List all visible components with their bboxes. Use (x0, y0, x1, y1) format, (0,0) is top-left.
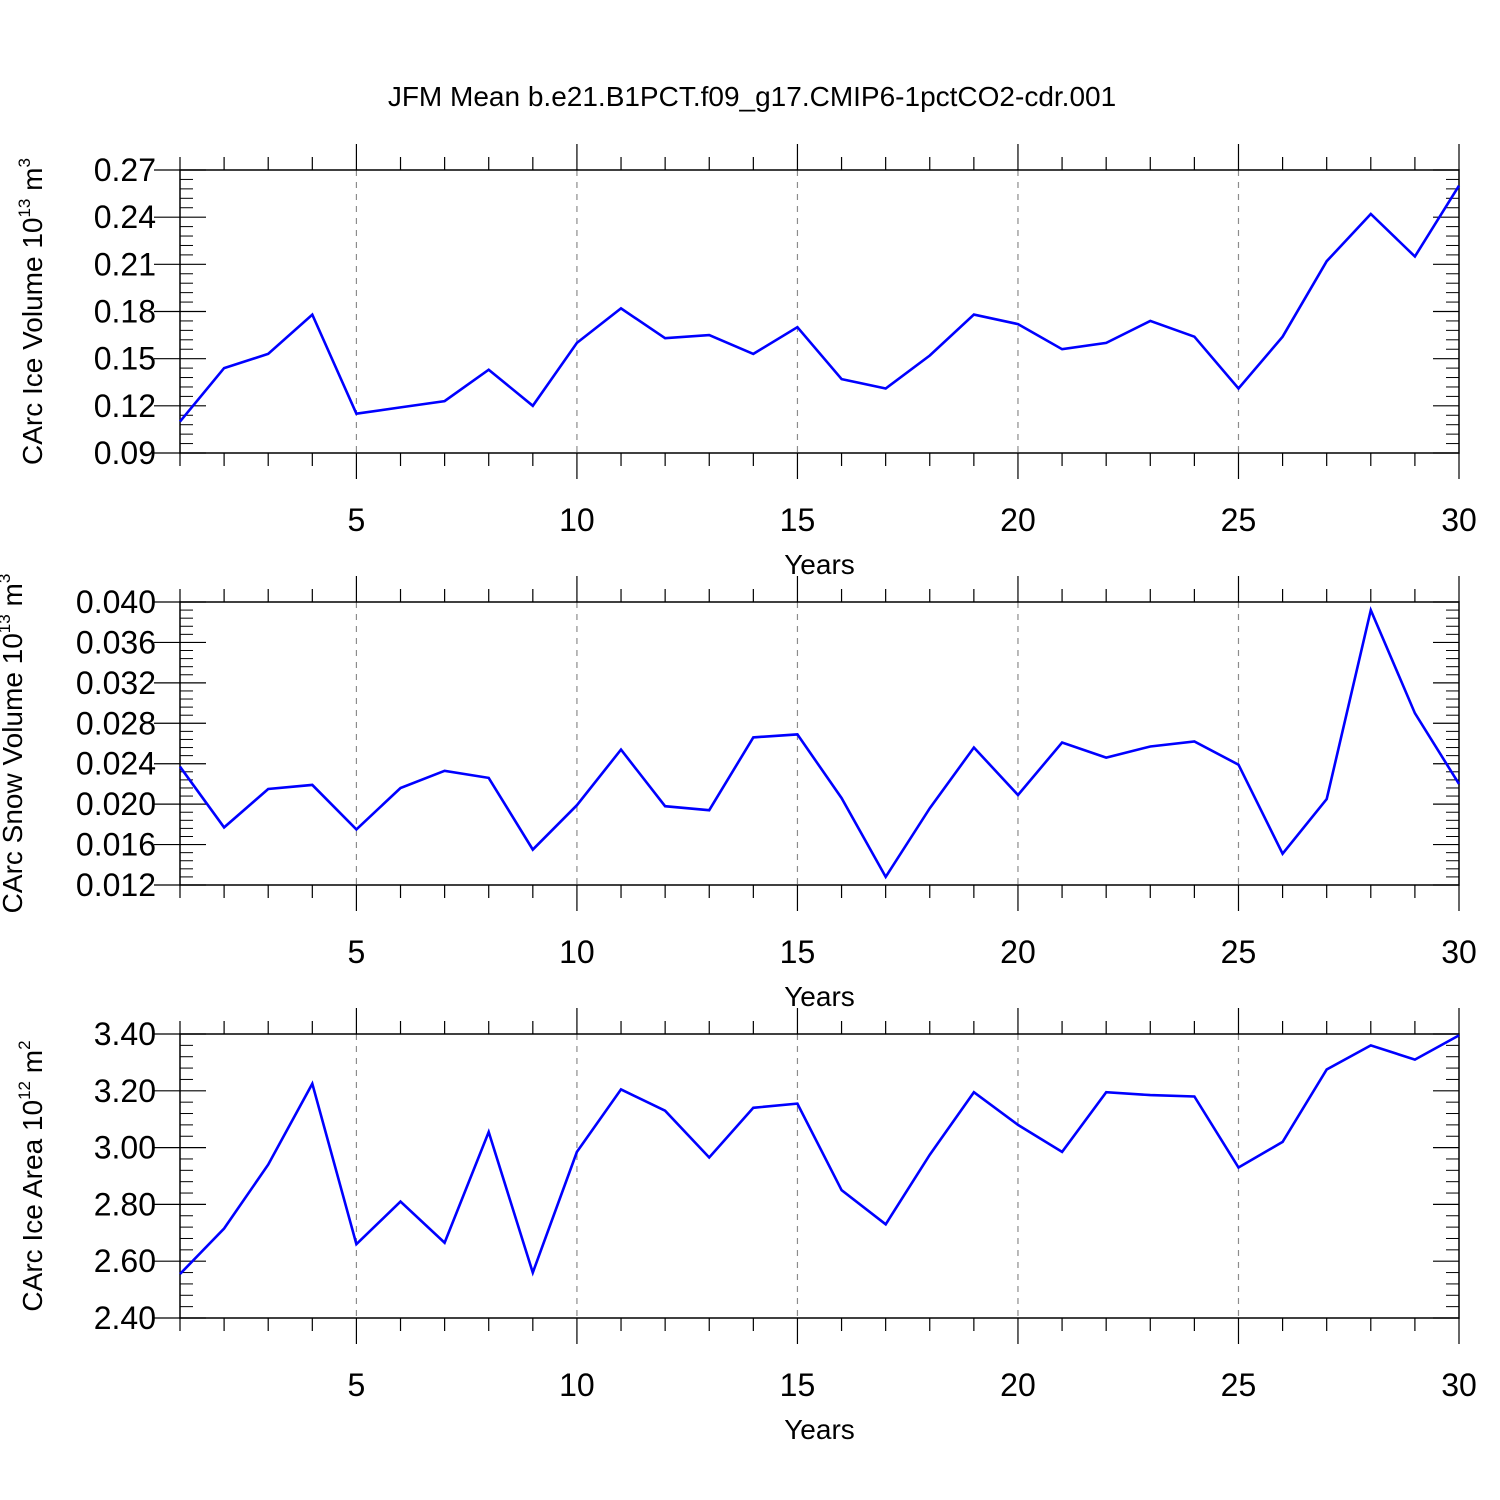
y-tick-label: 2.80 (94, 1186, 156, 1222)
x-tick-label: 20 (1000, 502, 1036, 538)
y-axis-label: CArc Snow Volume 1013 m3 (0, 574, 28, 914)
y-axis-label: CArc Ice Volume 1013 m3 (15, 158, 48, 465)
y-tick-label: 0.012 (76, 867, 156, 903)
y-tick-label: 3.00 (94, 1130, 156, 1166)
x-axis-label: Years (784, 981, 855, 1012)
x-tick-label: 25 (1221, 1367, 1257, 1403)
y-tick-label: 0.15 (94, 341, 156, 377)
y-tick-label: 3.20 (94, 1073, 156, 1109)
series-line (179, 1034, 1460, 1277)
plot-frame (179, 169, 1460, 454)
x-tick-label: 20 (1000, 1367, 1036, 1403)
x-tick-label: 15 (780, 1367, 816, 1403)
x-tick-label: 10 (559, 934, 595, 970)
x-tick-label: 15 (780, 502, 816, 538)
y-tick-label: 0.24 (94, 199, 156, 235)
x-tick-label: 30 (1441, 934, 1477, 970)
x-tick-label: 5 (348, 1367, 366, 1403)
x-tick-label: 30 (1441, 1367, 1477, 1403)
chart-panel-1: 0.09 0.12 0.15 0.18 0.21 0.24 0.27 5 10 15 20 25 30 Y… (15, 144, 1477, 580)
x-axis-label: Years (784, 1414, 855, 1445)
y-tick-label: 0.12 (94, 388, 156, 424)
plot-frame (179, 601, 1460, 886)
y-tick-label: 3.40 (94, 1016, 156, 1052)
y-tick-label: 0.036 (76, 624, 156, 660)
series-line (178, 185, 1461, 423)
y-tick-label: 0.024 (76, 746, 156, 782)
y-tick-label: 0.21 (94, 246, 156, 282)
chart-panel-3: 2.40 2.60 2.80 3.00 3.20 3.40 5 10 15 20 25 30 Years… (15, 1008, 1477, 1445)
series-line (178, 605, 1461, 880)
y-tick-label: 0.032 (76, 665, 156, 701)
y-axis-label: CArc Ice Area 1012 m2 (15, 1040, 48, 1311)
y-tick-label: 0.18 (94, 294, 156, 330)
x-tick-label: 10 (559, 502, 595, 538)
panels: 0.09 0.12 0.15 0.18 0.21 0.24 0.27 5 10 15 20 25 30 Y… (0, 144, 1477, 1445)
figure-title: JFM Mean b.e21.B1PCT.f09_g17.CMIP6-1pctC… (388, 81, 1116, 112)
x-tick-label: 25 (1221, 934, 1257, 970)
chart-panel-2: 0.012 0.016 0.020 0.024 0.028 0.032 0.036 0.040… (0, 574, 1477, 1012)
y-tick-label: 0.27 (94, 152, 156, 188)
y-tick-label: 0.09 (94, 435, 156, 471)
x-axis-label: Years (784, 549, 855, 580)
x-tick-label: 20 (1000, 934, 1036, 970)
x-tick-label: 25 (1221, 502, 1257, 538)
x-tick-label: 15 (780, 934, 816, 970)
x-tick-label: 30 (1441, 502, 1477, 538)
x-tick-label: 5 (348, 934, 366, 970)
y-tick-label: 0.020 (76, 786, 156, 822)
y-tick-label: 2.60 (94, 1243, 156, 1279)
plot-frame (179, 1033, 1460, 1319)
y-tick-label: 0.028 (76, 705, 156, 741)
y-tick-label: 0.040 (76, 584, 156, 620)
y-tick-label: 2.40 (94, 1300, 156, 1336)
x-tick-label: 5 (348, 502, 366, 538)
x-tick-label: 10 (559, 1367, 595, 1403)
y-tick-label: 0.016 (76, 827, 156, 863)
